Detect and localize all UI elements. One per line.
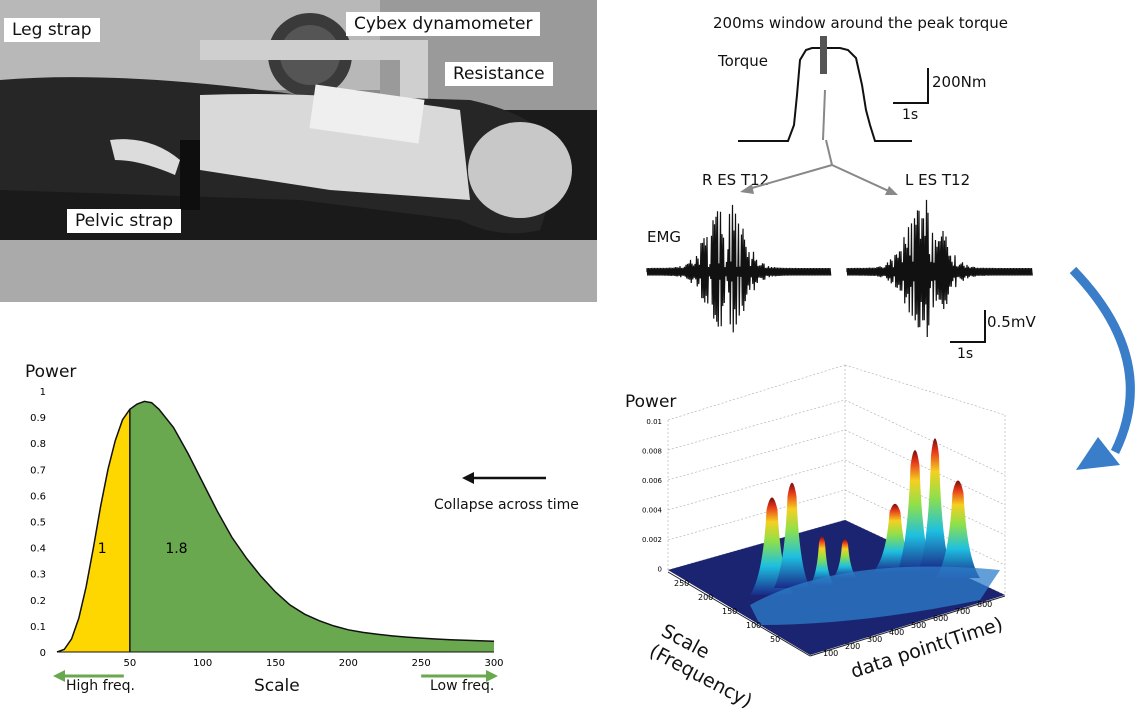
surface-time-tick: 200	[845, 642, 860, 651]
surface-time-tick: 100	[823, 649, 838, 658]
surface-time-ticks: 100 200 300 400 500 600 700 800	[823, 600, 992, 658]
emg-scale-bar	[950, 310, 986, 343]
surface-scale-tick: 200	[698, 593, 713, 602]
torque-time-scale-label: 1s	[902, 107, 919, 123]
collapse-label: Collapse across time	[434, 497, 579, 513]
leg-strap-label: Leg strap	[4, 18, 100, 42]
frequency-arrows	[53, 670, 498, 682]
pelvic-strap-label: Pelvic strap	[67, 209, 182, 233]
power-chart-y-tick: 0.9	[30, 413, 46, 424]
power-chart: 1 0.9 0.8 0.7 0.6 0.5 0.4 0.3 0.2 0.1 0 50 100 150 20…	[30, 387, 504, 682]
emg-trace-left	[846, 199, 1033, 337]
surface-scale-tick: 150	[722, 607, 737, 616]
torque-label: Torque	[718, 52, 768, 70]
surface-time-tick: 500	[911, 621, 926, 630]
high-freq-arrowhead	[53, 670, 65, 682]
collapse-arrowhead	[462, 472, 474, 484]
l-es-t12-label: L ES T12	[905, 171, 971, 189]
emg-l-path	[846, 199, 1033, 337]
surface-peak	[919, 438, 951, 570]
power-chart-y-ticks: 1 0.9 0.8 0.7 0.6 0.5 0.4 0.3 0.2 0.1 0	[30, 387, 46, 659]
split-left-arrowhead	[740, 184, 754, 194]
surface-z-ticks: 0.01 0.008 0.006 0.004 0.002 0	[642, 418, 663, 574]
signals-overlay	[462, 36, 1135, 484]
high-frequency-area	[57, 409, 130, 652]
peak-window-marker	[820, 36, 827, 74]
surface-peak	[936, 480, 980, 578]
setup-photo-illustration	[0, 0, 597, 302]
surface-peak	[897, 450, 933, 572]
emg-trace-right	[646, 204, 832, 333]
region-label-high: 1	[98, 541, 107, 557]
surface-z-label: Power	[625, 392, 677, 412]
setup-photo: Leg strap Cybex dynamometer Resistance P…	[0, 0, 597, 302]
power-chart-x-tick: 250	[412, 658, 431, 669]
power-chart-y-tick: 0	[40, 648, 46, 659]
surface-z-tick: 0.004	[642, 507, 663, 515]
surface-time-tick: 600	[933, 614, 948, 623]
power-chart-x-tick: 150	[266, 658, 285, 669]
cybex-dynamometer-label: Cybex dynamometer	[346, 12, 541, 36]
power-chart-x-tick: 100	[193, 658, 212, 669]
surface-z-tick: 0	[658, 566, 662, 574]
torque-scale-label: 200Nm	[932, 73, 987, 91]
split-right-arrowhead	[885, 186, 898, 195]
power-chart-y-tick: 0.4	[30, 544, 46, 555]
power-curve-line	[56, 400, 495, 653]
chart-ylabel: Power	[25, 362, 77, 382]
region-label-low: 1.8	[165, 541, 187, 557]
low-frequency-area	[129, 401, 495, 652]
low-freq-arrowhead	[486, 670, 498, 682]
surface-peak	[810, 536, 834, 585]
surface-plot: 0.01 0.008 0.006 0.004 0.002 0 250 200 150 100 50…	[642, 364, 1006, 658]
power-chart-x-tick: 200	[339, 658, 358, 669]
surface-peak	[833, 539, 857, 578]
surface-time-tick: 800	[977, 600, 992, 609]
surface-scale-tick: 100	[746, 621, 761, 630]
surface-z-tick: 0.002	[642, 536, 662, 544]
power-chart-y-tick: 0.8	[30, 439, 46, 450]
power-chart-y-tick: 0.6	[30, 491, 46, 502]
emg-r-path	[646, 204, 832, 333]
r-es-t12-label: R ES T12	[702, 171, 770, 189]
surface-z-tick: 0.006	[642, 477, 663, 485]
surface-base-ridge	[750, 566, 1000, 625]
emg-scale-label: 0.5mV	[987, 313, 1036, 331]
surface-time-tick: 700	[955, 607, 970, 616]
curved-process-arrowhead	[1076, 437, 1120, 470]
surface-time-tick: 300	[867, 635, 882, 644]
power-chart-y-tick: 0.2	[30, 596, 46, 607]
surface-z-tick: 0.008	[642, 448, 662, 456]
power-chart-y-tick: 0.5	[30, 518, 46, 529]
split-left-arrow	[744, 164, 833, 191]
power-chart-x-tick: 50	[123, 658, 136, 669]
surface-peak	[774, 482, 810, 588]
high-freq-label: High freq.	[66, 678, 135, 694]
resistance-label: Resistance	[445, 62, 553, 86]
split-stem	[825, 139, 833, 166]
curved-process-arrow	[1069, 266, 1135, 454]
peak-window-line	[822, 89, 826, 141]
split-right-arrow	[831, 164, 894, 194]
low-freq-label: Low freq.	[430, 678, 495, 694]
surface-time-tick: 400	[889, 628, 904, 637]
window-label: 200ms window around the peak torque	[713, 14, 1009, 32]
power-chart-y-tick: 1	[40, 387, 46, 398]
surface-scale-tick: 250	[674, 579, 689, 588]
surface-scale-tick: 50	[770, 635, 780, 644]
power-chart-y-tick: 0.1	[30, 622, 46, 633]
torque-trace	[738, 47, 912, 142]
power-chart-x-ticks: 50 100 150 200 250 300	[123, 658, 503, 669]
chart-xlabel: Scale	[254, 676, 300, 696]
power-chart-y-tick: 0.7	[30, 465, 46, 476]
surface-z-tick: 0.01	[646, 418, 662, 426]
power-chart-y-tick: 0.3	[30, 570, 46, 581]
surface-peaks	[750, 438, 1000, 625]
emg-label: EMG	[647, 228, 682, 246]
power-chart-x-tick: 300	[484, 658, 503, 669]
torque-scale-bar	[893, 68, 929, 104]
surface-scale-ticks: 250 200 150 100 50	[674, 579, 780, 644]
emg-time-scale-label: 1s	[957, 346, 974, 362]
